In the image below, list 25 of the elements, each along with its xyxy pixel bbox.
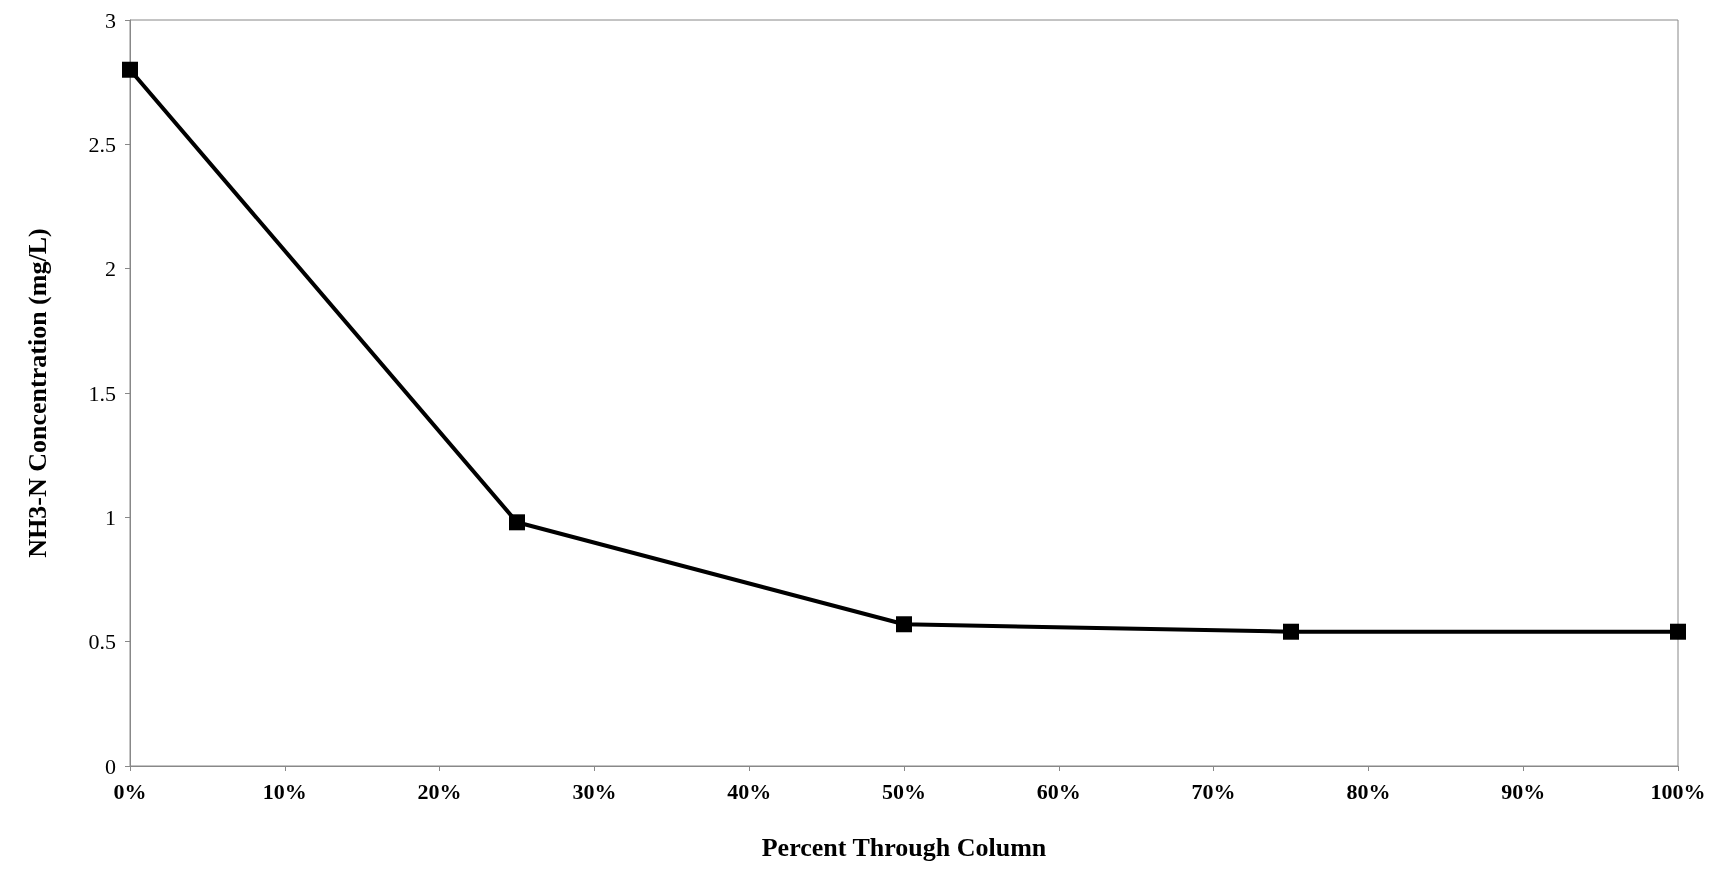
y-tick-label: 0.5	[88, 629, 116, 655]
y-tick-label: 1	[105, 504, 116, 530]
point	[896, 616, 912, 633]
y-tick-label: 1.5	[88, 380, 116, 406]
x-tick-label: 50%	[882, 778, 926, 804]
x-tick-label: 70%	[1191, 778, 1236, 804]
x-tick-label: 80%	[1346, 778, 1391, 804]
y-tick-label: 2.5	[88, 131, 116, 157]
x-tick-label: 90%	[1501, 778, 1546, 804]
x-tick-label: 100%	[1650, 778, 1706, 804]
y-tick-label: 0	[105, 753, 116, 779]
x-tick-label: 20%	[417, 778, 462, 804]
x-tick-label: 0%	[113, 778, 147, 804]
x-tick-label: 10%	[262, 778, 307, 804]
x-axis-title: Percent Through Column	[761, 832, 1047, 862]
y-tick-label: 3	[105, 7, 116, 33]
point	[1283, 623, 1299, 640]
y-axis-title: NH3-N Concentration (mg/L)	[22, 228, 52, 558]
x-tick-label: 60%	[1036, 778, 1081, 804]
y-tick-label: 2	[105, 256, 116, 282]
x-tick-label: 30%	[572, 778, 617, 804]
point	[509, 514, 525, 531]
point	[1670, 623, 1686, 640]
x-tick-label: 40%	[727, 778, 772, 804]
point	[122, 61, 138, 78]
